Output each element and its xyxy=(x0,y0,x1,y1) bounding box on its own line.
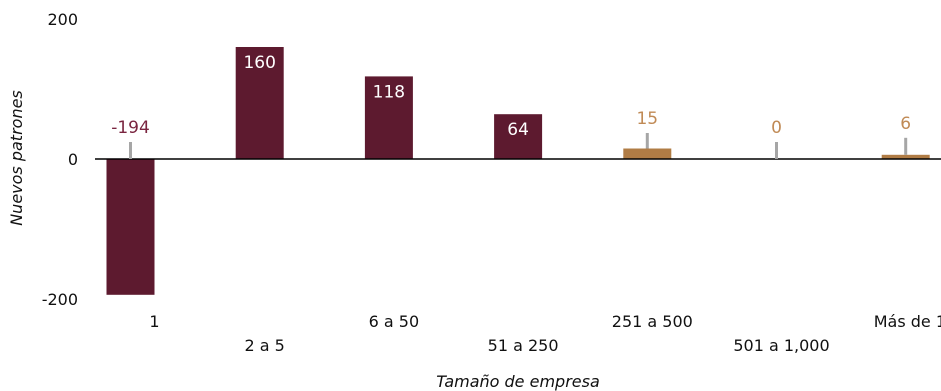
x-axis-categories: 1 2 a 5 6 a 50 51 a 250 251 a 500 501 a 1,000… xyxy=(149,312,941,355)
category-label-1: 2 a 5 xyxy=(245,336,285,355)
category-label-5: 501 a 1,000 xyxy=(733,336,829,355)
bar-3 xyxy=(494,114,543,159)
data-label-0: -194 xyxy=(111,118,150,138)
bar-4 xyxy=(623,148,672,159)
category-label-3: 51 a 250 xyxy=(488,336,559,355)
bar-1 xyxy=(235,47,284,159)
y-axis-ticks: 200 0 -200 xyxy=(42,10,78,309)
bars-layer xyxy=(106,47,930,295)
bar-0 xyxy=(106,159,155,295)
bar-6 xyxy=(881,154,930,159)
data-label-5: 0 xyxy=(771,118,782,138)
data-label-4: 15 xyxy=(636,109,658,129)
data-label-3: 64 xyxy=(507,120,529,140)
leader-lines-layer xyxy=(129,133,908,159)
category-label-2: 6 a 50 xyxy=(369,312,420,331)
category-label-6: Más de 1,000 xyxy=(874,312,941,331)
data-label-6: 6 xyxy=(900,114,911,134)
category-label-0: 1 xyxy=(149,312,159,331)
y-tick-label-1: 0 xyxy=(68,150,78,169)
y-tick-label-2: -200 xyxy=(42,290,78,309)
x-axis-title: Tamaño de empresa xyxy=(436,372,600,391)
data-labels-layer: -194 160 118 64 15 0 6 xyxy=(111,53,911,140)
data-label-2: 118 xyxy=(373,82,405,102)
category-label-4: 251 a 500 xyxy=(612,312,693,331)
bar-2 xyxy=(364,76,413,159)
y-tick-label-0: 200 xyxy=(47,10,78,29)
data-label-1: 160 xyxy=(243,53,275,73)
y-axis-title: Nuevos patrones xyxy=(7,90,26,226)
